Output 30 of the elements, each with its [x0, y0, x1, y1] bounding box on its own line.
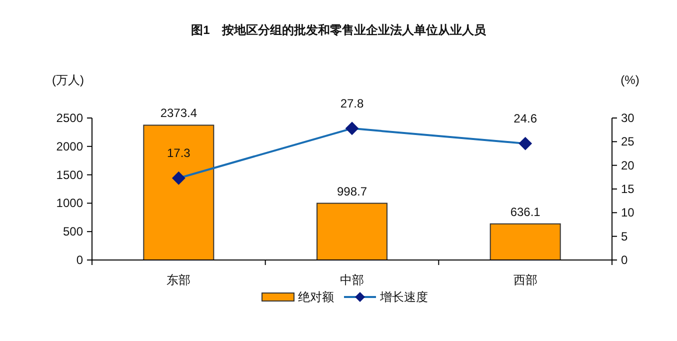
title: 图1 按地区分组的批发和零售业企业法人单位从业人员 [191, 23, 486, 37]
y-tick-label: 2000 [56, 139, 84, 154]
y-tick-label: 1500 [56, 168, 84, 182]
y-tick-label: 1000 [56, 196, 84, 210]
data-label: 2373.4 [160, 106, 198, 120]
x-tick-label: 西部 [513, 273, 538, 287]
y2-tick-label: 10 [621, 206, 635, 220]
bar [316, 202, 388, 260]
y2-tick-label: 0 [621, 253, 628, 267]
bar [490, 223, 561, 260]
legend-label: 增长速度 [379, 290, 428, 304]
y-tick-label: 2500 [56, 111, 84, 125]
bar [143, 124, 214, 260]
data-label: 998.7 [336, 184, 368, 198]
y2-tick-label: 5 [621, 229, 628, 244]
y2label: (%) [620, 73, 640, 87]
data-label: 636.1 [510, 204, 541, 219]
data-label: 17.3 [166, 146, 191, 160]
legend-label: 绝对额 [298, 290, 334, 304]
data-label: 24.6 [514, 112, 538, 126]
x-tick-label: 中部 [340, 273, 364, 287]
ylabel: (万人) [52, 73, 84, 87]
y-tick-label: 0 [76, 253, 84, 267]
y2-tick-label: 15 [621, 182, 635, 196]
data-label: 27.8 [340, 96, 364, 110]
y-tick-label: 500 [62, 224, 84, 239]
y2-tick-label: 30 [621, 111, 635, 125]
y2-tick-label: 20 [621, 158, 635, 172]
x-tick-label: 东部 [166, 273, 191, 287]
y2-tick-label: 25 [621, 134, 635, 149]
